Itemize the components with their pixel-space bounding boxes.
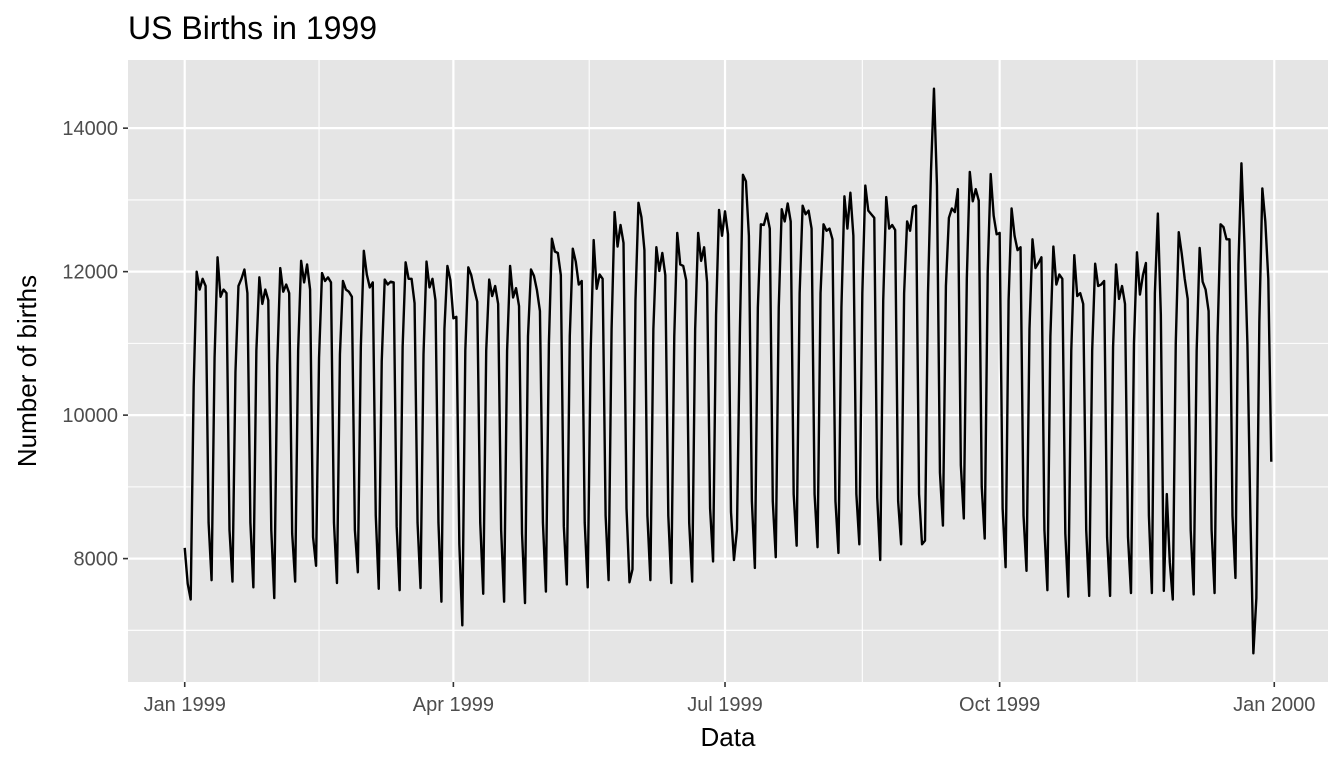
x-tick-label: Jul 1999 [687, 694, 763, 716]
births-series-line [183, 87, 1273, 655]
y-tick-label: 8000 [74, 549, 119, 571]
plot-panel [128, 60, 1328, 682]
chart-title: US Births in 1999 [128, 10, 377, 46]
x-tick-label: Oct 1999 [959, 694, 1040, 716]
y-axis-title: Number of births [12, 275, 42, 467]
y-axis: 8000 10000 12000 14000 [62, 118, 128, 571]
y-tick-label: 14000 [62, 118, 118, 140]
x-axis-title: Data [701, 722, 756, 752]
x-tick-label: Jan 2000 [1233, 694, 1315, 716]
y-tick-label: 12000 [62, 262, 118, 284]
x-tick-label: Jan 1999 [144, 694, 226, 716]
x-axis: Jan 1999 Apr 1999 Jul 1999 Oct 1999 Jan 2000 [144, 682, 1315, 716]
y-tick-label: 10000 [62, 405, 118, 427]
x-tick-label: Apr 1999 [413, 694, 494, 716]
